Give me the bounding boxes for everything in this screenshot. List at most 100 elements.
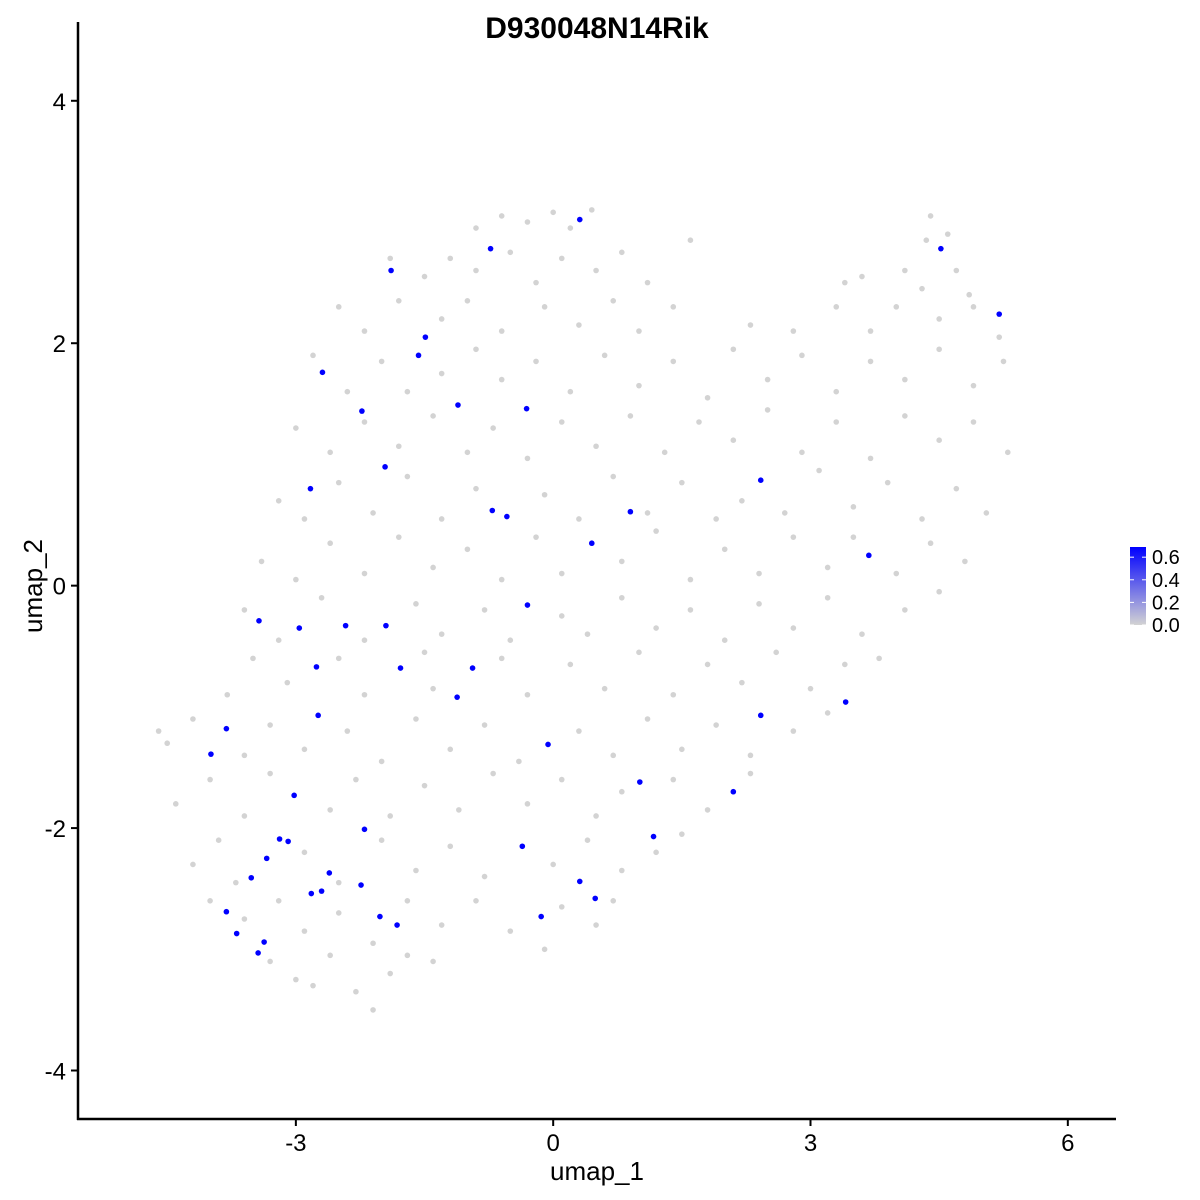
background-point [335,879,342,886]
background-point [550,209,556,216]
expressed-point [455,402,461,408]
expressed-point [285,838,291,845]
background-point [498,213,505,219]
background-point [361,328,368,334]
expressed-point [397,665,404,671]
y-axis-ticks: -4 -2 0 2 4 [45,89,78,1086]
background-point [438,631,445,637]
background-point [893,570,900,577]
expressed-point [263,855,270,862]
background-point [696,419,702,425]
background-point [730,437,737,443]
expressed-point [319,369,326,376]
background-point [207,898,213,904]
background-point [953,267,960,274]
background-point [395,443,402,450]
background-point [413,716,419,722]
background-point [661,449,668,456]
background-point [172,801,179,807]
background-point [533,358,539,365]
background-point [893,304,900,310]
background-point [275,898,282,904]
background-point [361,419,368,425]
expressed-points [208,216,1003,956]
background-point [833,388,840,395]
background-point [464,546,471,553]
background-point [344,728,351,734]
background-point [498,655,505,662]
background-point [541,304,548,310]
chart-title: D930048N14Rik [485,12,709,45]
background-point [550,861,556,868]
background-point [378,837,385,844]
background-point [679,831,685,837]
expressed-point [489,507,496,514]
background-point [164,740,171,747]
background-point [636,328,642,334]
background-point [498,376,505,383]
background-point [430,958,436,965]
background-point [601,685,608,692]
background-point [327,807,333,813]
expressed-point [504,513,510,520]
expressed-point [291,792,297,799]
background-point [747,752,754,759]
expressed-point [276,836,283,842]
expressed-point [650,833,657,840]
legend-tick-label: 0.4 [1152,570,1180,592]
background-point [902,267,908,274]
background-point [558,613,565,619]
expressed-point [415,352,422,359]
background-point [370,1007,376,1013]
background-point [876,655,882,662]
background-point [601,352,608,359]
background-point [619,788,625,795]
expressed-point [394,922,400,928]
background-point [524,801,531,807]
background-point [335,655,342,662]
background-point [267,722,273,728]
background-point [687,607,694,613]
x-tick-label: 6 [1061,1130,1074,1157]
background-point [983,510,990,516]
expressed-point [627,508,634,515]
background-point [687,576,694,583]
background-point [275,637,282,643]
background-point [533,534,539,540]
background-point [353,988,359,995]
background-point [588,207,595,213]
background-point [790,728,797,734]
background-point [335,910,342,916]
background-point [593,443,599,450]
background-point [387,970,394,977]
background-point [919,285,925,292]
background-point [902,413,908,419]
expressed-point [342,622,349,629]
x-tick-label: 0 [547,1130,560,1157]
expressed-point [524,602,531,608]
background-point [430,413,436,419]
expressed-point [248,874,255,881]
background-point [619,867,625,874]
background-point [610,297,617,304]
background-point [923,237,930,243]
background-point [884,479,891,486]
background-point [970,382,977,389]
background-point [850,504,857,510]
background-point [593,267,599,274]
background-point [473,346,479,353]
background-point [610,898,617,904]
background-point [327,952,333,959]
background-point [541,491,548,498]
background-point [816,467,822,474]
background-point [490,770,496,777]
background-point [842,661,848,668]
background-point [773,649,779,656]
background-point [190,861,196,868]
background-point [293,425,299,431]
y-tick-label: 4 [53,89,66,116]
expressed-point [388,267,394,274]
background-point [404,388,411,395]
background-point [619,558,625,565]
